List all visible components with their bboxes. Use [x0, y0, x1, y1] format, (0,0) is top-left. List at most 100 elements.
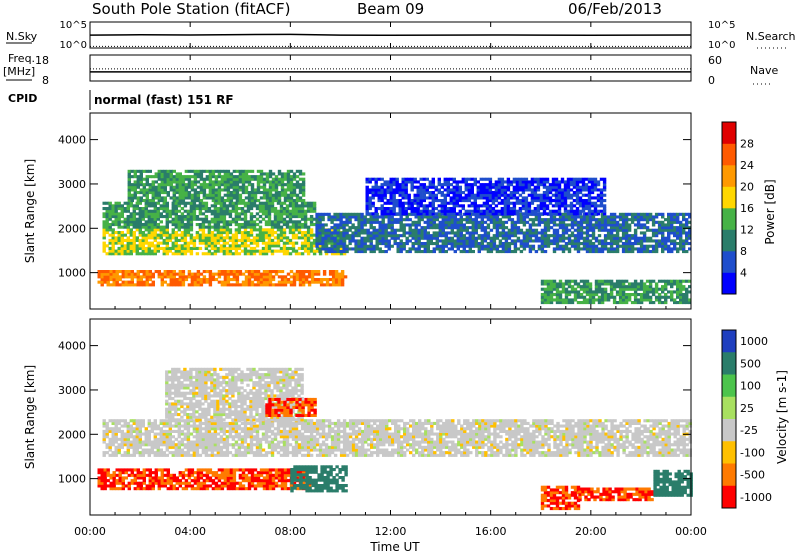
power-cell [142, 177, 146, 181]
power-cell [363, 236, 367, 240]
power-cell [422, 185, 426, 189]
power-cell [468, 250, 472, 254]
power-cell [343, 275, 348, 279]
velocity-cell [151, 479, 155, 483]
power-cell [407, 193, 411, 197]
power-cell [549, 226, 554, 230]
power-cell [340, 278, 345, 282]
power-cell [333, 228, 337, 232]
power-cell [645, 287, 650, 291]
power-cell [380, 191, 384, 195]
power-cell [114, 231, 118, 235]
power-cell [100, 280, 104, 284]
power-cell [100, 283, 104, 287]
power-cell [578, 177, 583, 181]
power-cell [682, 223, 686, 227]
power-cell [139, 175, 143, 179]
power-cell [458, 209, 462, 213]
power-cell [196, 272, 201, 276]
power-cell [162, 207, 166, 211]
power-cell [488, 212, 493, 216]
power-cell [339, 215, 343, 219]
power-cell [181, 280, 186, 284]
power-cell [204, 241, 209, 245]
power-cell [342, 247, 346, 251]
power-cell [615, 234, 620, 238]
power-cell [404, 183, 408, 187]
power-cell [414, 247, 418, 251]
power-cell [132, 231, 136, 235]
power-cell [117, 238, 121, 242]
velocity-cell [103, 468, 107, 472]
power-cell [223, 275, 228, 279]
power-cell [144, 207, 148, 211]
power-cell [392, 183, 396, 187]
power-cell [387, 234, 391, 238]
power-cell [144, 201, 148, 205]
power-cell [374, 207, 378, 211]
power-cell [150, 223, 154, 227]
power-cell [153, 233, 157, 237]
power-cell [557, 204, 562, 208]
power-cell [369, 236, 373, 240]
power-cell [383, 191, 387, 195]
power-cell [600, 287, 605, 291]
power-cell [258, 238, 263, 242]
power-cell [316, 272, 321, 276]
power-cell [301, 275, 306, 279]
power-cell [279, 215, 284, 219]
velocity-cell [151, 484, 155, 488]
power-cell [513, 234, 518, 238]
power-cell [473, 193, 477, 197]
power-cell [294, 220, 299, 224]
power-cell [446, 177, 450, 181]
power-cell [216, 246, 221, 250]
range-tick-label: 1000 [58, 267, 86, 280]
power-cell [148, 188, 152, 192]
power-cell [196, 169, 201, 173]
power-cell [612, 282, 617, 286]
power-cell [256, 191, 261, 195]
power-cell [219, 238, 224, 242]
power-cell [339, 223, 343, 227]
power-cell [309, 209, 314, 213]
power-cell [510, 223, 515, 227]
power-cell [543, 290, 548, 294]
power-cell [165, 246, 169, 250]
power-cell [286, 199, 291, 203]
power-cell [456, 234, 460, 238]
power-cell [593, 188, 598, 192]
power-cell [160, 169, 164, 173]
power-cell [279, 220, 284, 224]
power-cell [600, 223, 605, 227]
power-cell [661, 236, 665, 240]
power-cell [453, 218, 457, 222]
power-cell [405, 218, 409, 222]
power-cell [369, 244, 373, 248]
power-cell [205, 175, 210, 179]
power-cell [548, 209, 553, 213]
power-cell [261, 207, 266, 211]
power-cell [220, 175, 225, 179]
power-cell [377, 191, 381, 195]
power-cell [654, 212, 659, 216]
power-cell [561, 212, 566, 216]
power-cell [633, 228, 638, 232]
power-cell [208, 188, 213, 192]
power-cell [139, 180, 143, 184]
power-cell [567, 242, 572, 246]
power-cell [126, 201, 130, 205]
power-cell [444, 236, 448, 240]
power-cell [177, 225, 181, 229]
power-cell [354, 250, 358, 254]
power-cell [630, 212, 635, 216]
power-cell [402, 242, 406, 246]
power-cell [196, 196, 201, 200]
power-cell [399, 218, 403, 222]
power-cell [618, 298, 623, 302]
power-cell [163, 183, 167, 187]
power-cell [204, 236, 209, 240]
power-cell [138, 238, 142, 242]
power-cell [210, 241, 215, 245]
power-cell [518, 201, 523, 205]
